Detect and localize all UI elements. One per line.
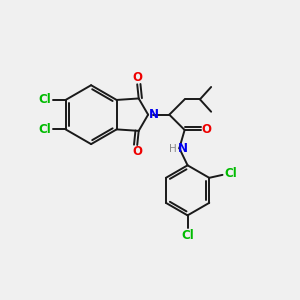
Text: Cl: Cl xyxy=(39,123,51,136)
Text: H: H xyxy=(169,144,177,154)
Text: O: O xyxy=(132,71,142,84)
Text: N: N xyxy=(148,108,158,121)
Text: N: N xyxy=(178,142,188,155)
Text: Cl: Cl xyxy=(39,93,51,106)
Text: Cl: Cl xyxy=(181,229,194,242)
Text: O: O xyxy=(202,123,212,136)
Text: Cl: Cl xyxy=(224,167,237,180)
Text: O: O xyxy=(132,145,142,158)
